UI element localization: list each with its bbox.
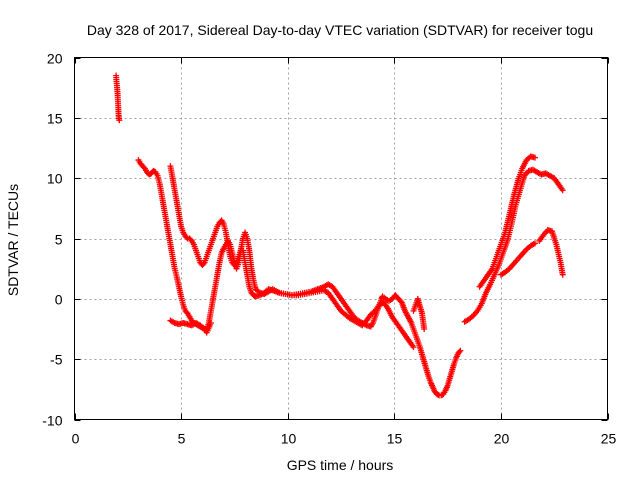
x-tick-label: 10	[281, 431, 297, 447]
data-point	[532, 240, 539, 247]
data-point	[559, 271, 566, 278]
tick-labels: 0 5 10 15 20 25 -10 -5 0 5 10 15 20	[42, 51, 616, 447]
data-point	[421, 326, 428, 332]
axis-ticks	[74, 57, 609, 421]
data-point	[187, 236, 194, 243]
y-tick-label: 10	[47, 171, 63, 187]
y-tick-label: 20	[47, 51, 63, 67]
x-tick-label: 15	[387, 431, 403, 447]
x-tick-label: 20	[494, 431, 510, 447]
y-tick-label: -5	[50, 352, 63, 368]
data-point	[116, 117, 123, 124]
data-point	[183, 309, 190, 316]
data-points	[113, 72, 566, 399]
data-point	[140, 164, 147, 171]
plot-frame	[74, 57, 608, 420]
data-point	[183, 234, 190, 241]
data-point	[410, 344, 417, 351]
y-tick-label: -10	[42, 413, 62, 429]
chart-title: Day 328 of 2017, Sidereal Day-to-day VTE…	[87, 22, 593, 38]
data-point	[532, 154, 539, 161]
y-tick-label: 0	[55, 292, 63, 308]
x-tick-label: 25	[601, 431, 617, 447]
data-point	[456, 348, 463, 355]
data-point	[457, 347, 464, 354]
x-tick-label: 0	[72, 431, 80, 447]
x-axis-label: GPS time / hours	[287, 457, 394, 473]
y-axis-label: SDTVAR / TECUs	[5, 184, 21, 296]
x-tick-label: 5	[178, 431, 186, 447]
y-tick-label: 5	[55, 232, 63, 248]
grid-lines	[74, 57, 608, 420]
data-point	[200, 260, 207, 267]
data-point	[232, 260, 239, 267]
y-tick-label: 15	[47, 111, 63, 127]
data-point	[559, 187, 566, 194]
data-point	[207, 319, 214, 326]
